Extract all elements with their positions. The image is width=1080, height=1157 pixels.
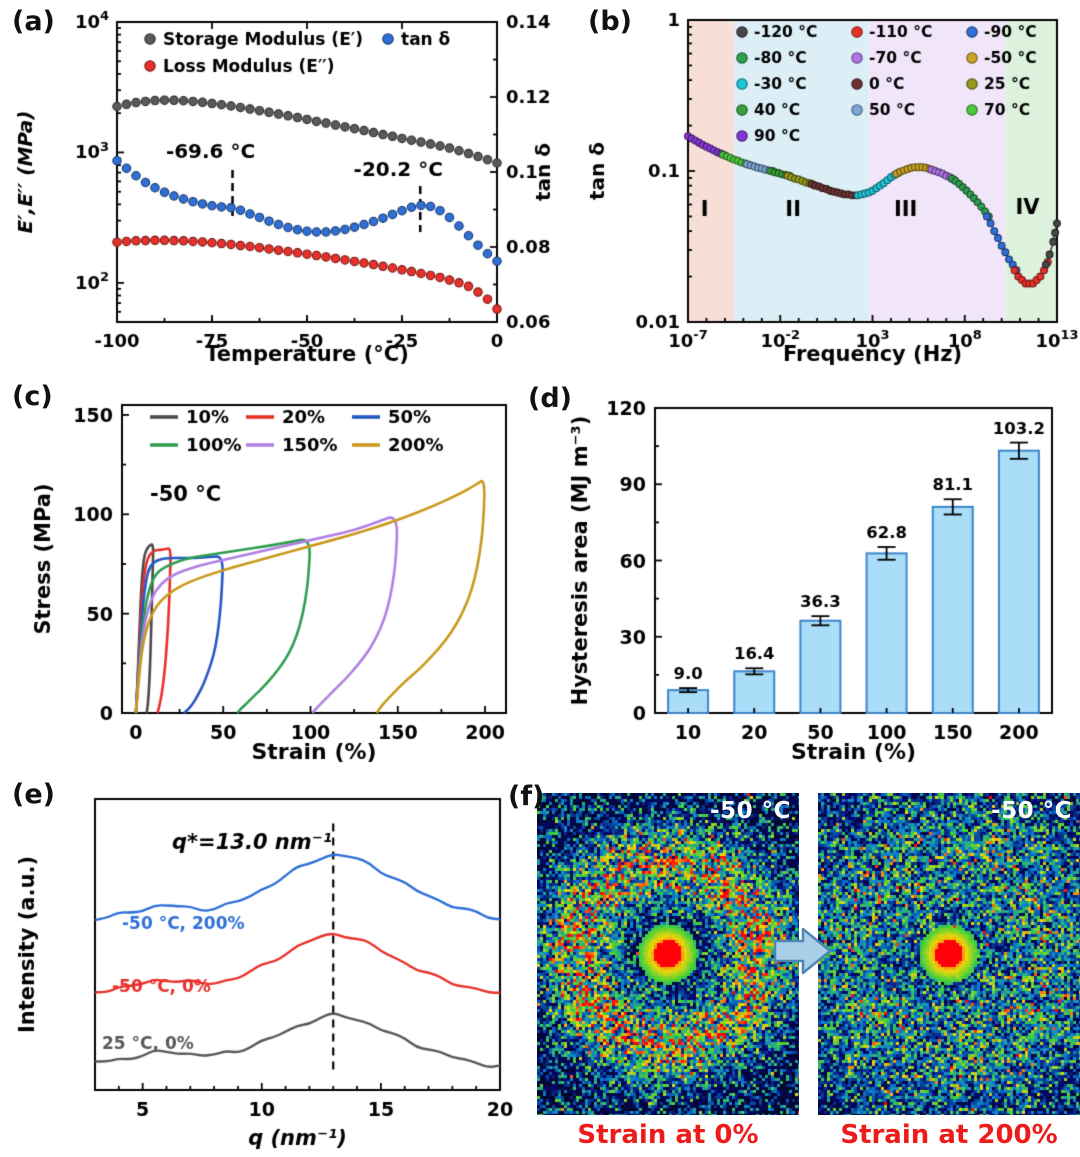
panel-f-tag: (f) [508,781,545,812]
panel-f-saxs-image-200pct [818,793,1080,1115]
panel-c-tag: (c) [12,381,53,412]
panel-a-dma-chart [0,0,560,375]
saxs-left-temp-label: -50 °C [710,798,791,824]
panel-b-tag: (b) [588,6,633,37]
panel-f-saxs-image-0pct [537,793,799,1115]
transform-arrow-icon [774,927,832,975]
saxs-right-caption: Strain at 200% [840,1120,1058,1150]
panel-a-tag: (a) [12,6,55,37]
panel-e-waxs-intensity-chart [0,777,535,1157]
panel-e-tag: (e) [12,779,55,810]
saxs-left-caption: Strain at 0% [577,1120,759,1150]
panel-d-tag: (d) [528,383,573,414]
saxs-right-temp-label: -50 °C [991,798,1072,824]
panel-d-hysteresis-bar-chart [545,375,1080,777]
panel-c-stress-strain-chart [0,375,545,777]
panel-b-mastercurve-chart [560,0,1080,375]
